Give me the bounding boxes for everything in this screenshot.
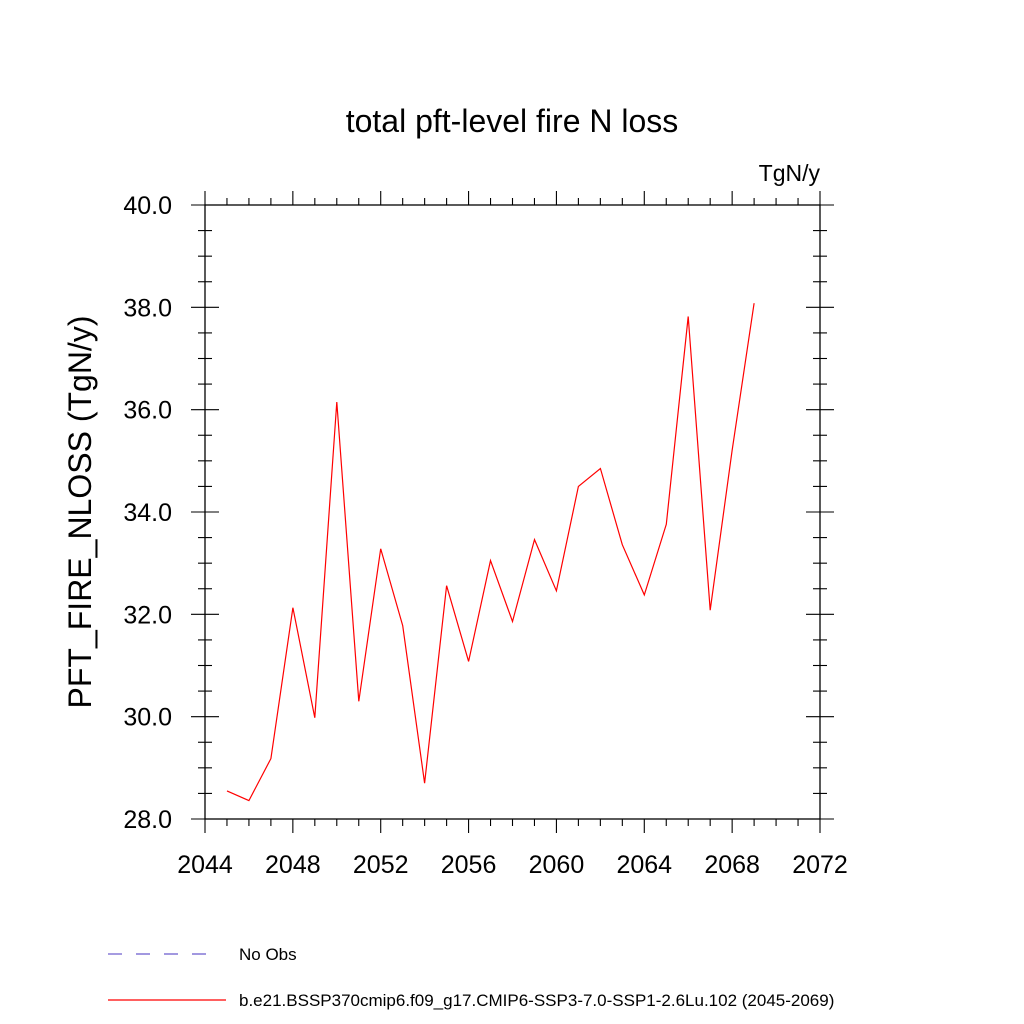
data-point [710, 610, 711, 611]
data-point [446, 585, 447, 586]
plot-frame [204, 204, 821, 820]
data-point [512, 621, 513, 622]
data-point [490, 560, 491, 561]
data-point [358, 701, 359, 702]
data-point [380, 548, 381, 549]
data-point [270, 758, 271, 759]
y-tick-label: 34.0 [123, 499, 172, 527]
data-point [468, 661, 469, 662]
data-point [666, 524, 667, 525]
y-tick-label: 30.0 [123, 704, 172, 732]
data-point [754, 303, 755, 304]
data-point [578, 486, 579, 487]
units-label: TgN/y [759, 160, 821, 186]
series-layer [226, 303, 755, 802]
data-point [600, 468, 601, 469]
data-point [402, 625, 403, 626]
y-tick-label: 36.0 [123, 397, 172, 425]
x-tick-label: 2048 [265, 851, 321, 879]
data-point [534, 539, 535, 540]
x-tick-label: 2072 [792, 851, 848, 879]
x-tick-label: 2052 [353, 851, 409, 879]
data-point [732, 450, 733, 451]
data-point [336, 401, 337, 402]
data-point [226, 790, 227, 791]
chart-title: total pft-level fire N loss [346, 103, 679, 139]
y-tick-label: 40.0 [123, 192, 172, 220]
y-axis-ticks: 28.0 30.0 32.0 34.0 36.0 38.0 40.0 [123, 192, 834, 834]
data-point [688, 316, 689, 317]
x-tick-label: 2056 [441, 851, 497, 879]
data-point [314, 717, 315, 718]
x-tick-label: 2060 [529, 851, 585, 879]
data-point [292, 607, 293, 608]
legend-label-no-obs: No Obs [239, 945, 297, 964]
x-tick-label: 2044 [177, 851, 233, 879]
x-axis-ticks: 2044 2048 2052 2056 2060 2064 2068 2072 [177, 191, 848, 879]
data-point [248, 800, 249, 801]
legend: No Obs b.e21.BSSP370cmip6.f09_g17.CMIP6-… [108, 945, 834, 1010]
series-line-0 [226, 303, 755, 802]
x-tick-label: 2064 [616, 851, 672, 879]
y-axis-label: PFT_FIRE_NLOSS (TgN/y) [62, 316, 98, 709]
y-tick-label: 32.0 [123, 601, 172, 629]
data-point [424, 783, 425, 784]
data-point [622, 544, 623, 545]
y-tick-label: 28.0 [123, 806, 172, 834]
legend-label-model: b.e21.BSSP370cmip6.f09_g17.CMIP6-SSP3-7.… [239, 991, 834, 1010]
data-point [556, 590, 557, 591]
data-point [644, 594, 645, 595]
x-tick-label: 2068 [704, 851, 760, 879]
y-tick-label: 38.0 [123, 294, 172, 322]
